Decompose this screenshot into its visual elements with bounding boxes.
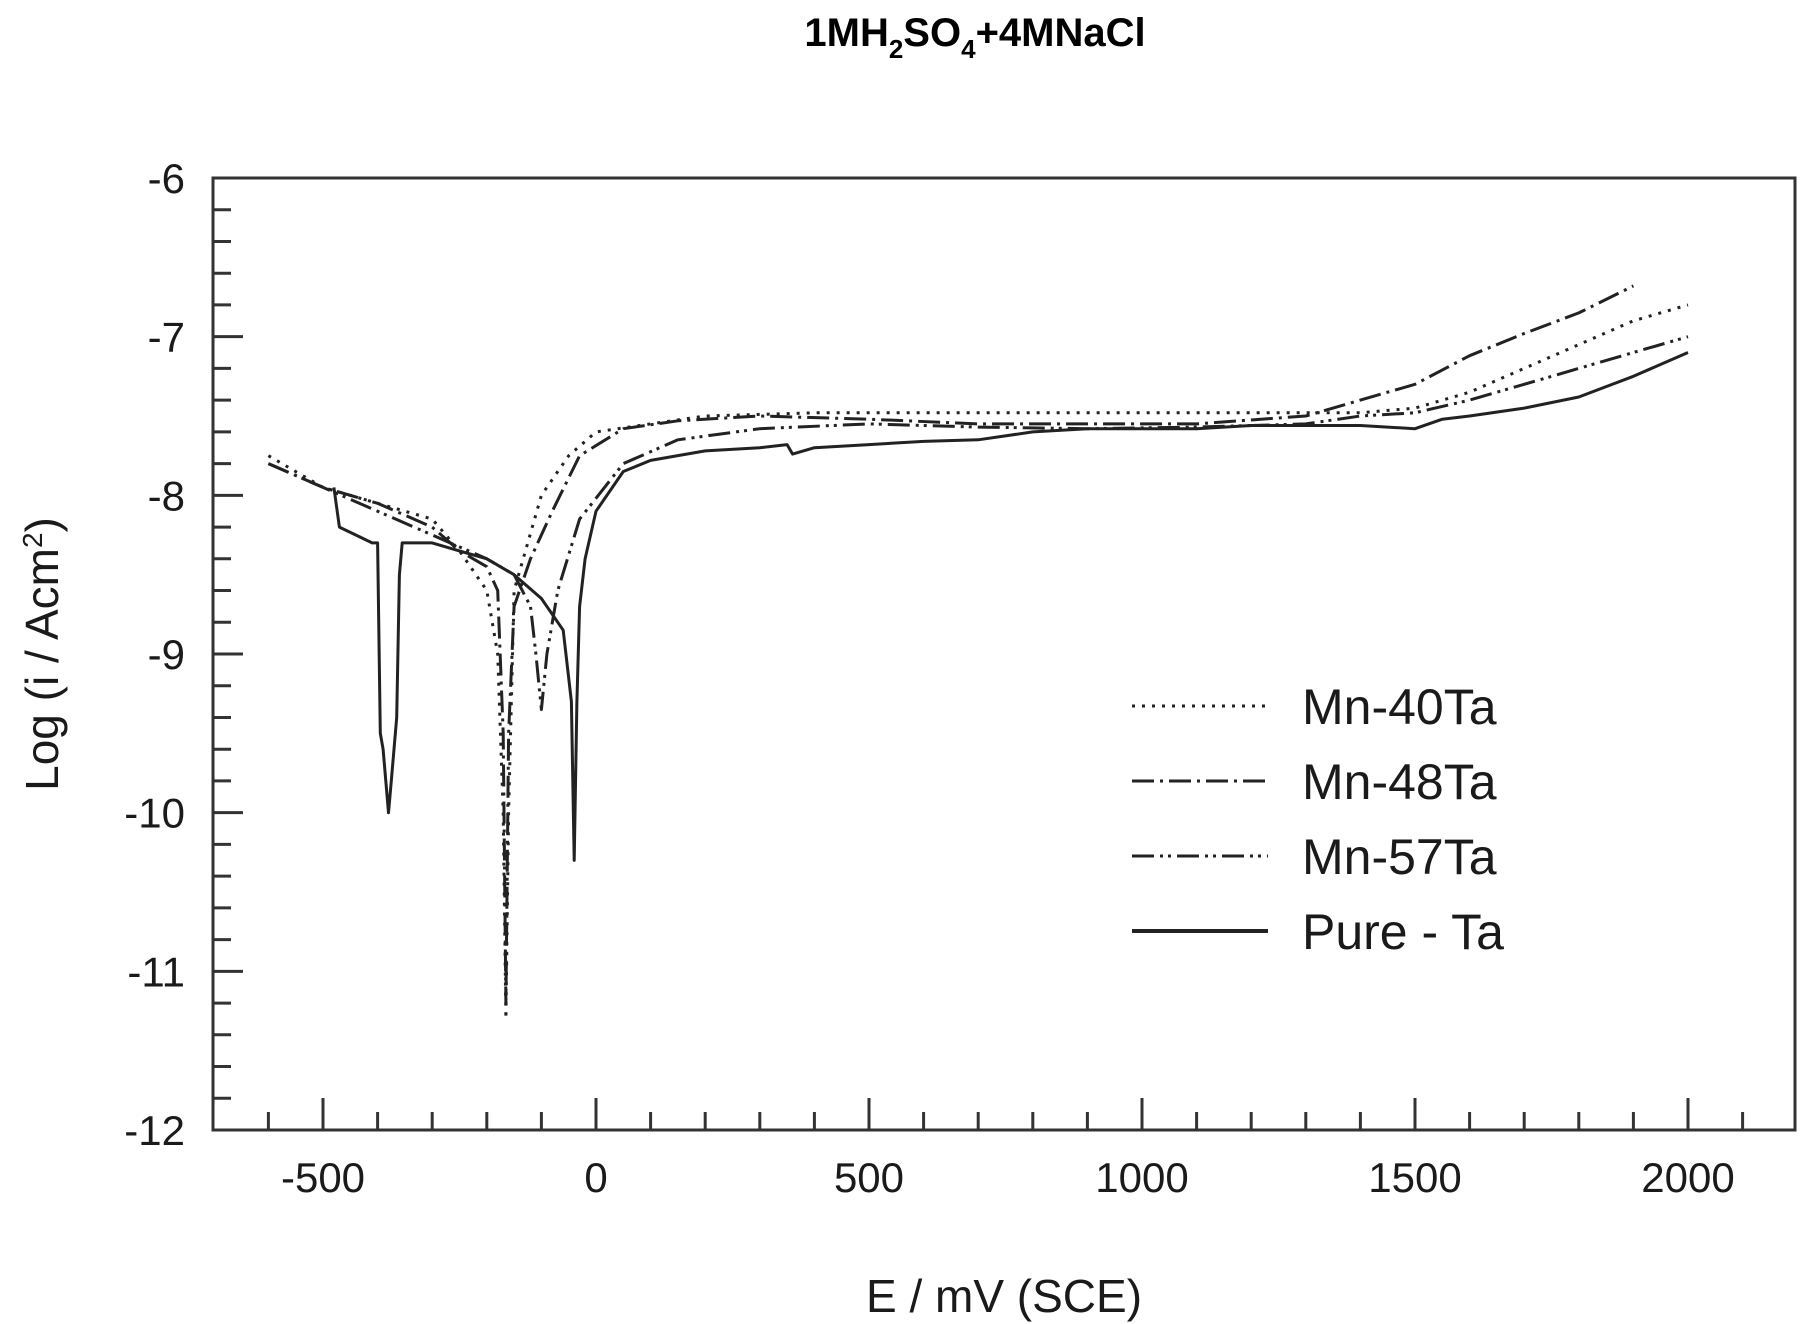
y-tick-label: -8	[148, 472, 185, 519]
legend-label: Mn-57Ta	[1302, 829, 1497, 885]
y-tick-label: -10	[124, 790, 185, 837]
y-tick-label: -11	[127, 948, 185, 995]
y-tick-label: -12	[124, 1107, 185, 1154]
series-mn-40ta	[267, 303, 1689, 1021]
tick-labels: -500 0 500 1000 1500 2000 -6 -7 -8 -9 -10 -11 -12	[124, 155, 1734, 1201]
y-axis-label: Log (i / Acm2)	[16, 517, 68, 791]
series-mn-48ta	[267, 284, 1635, 1005]
legend-label: Mn-40Ta	[1302, 679, 1497, 735]
x-tick-label: 1000	[1095, 1154, 1188, 1201]
x-tick-label: 0	[584, 1154, 607, 1201]
x-tick-label: 500	[834, 1154, 904, 1201]
legend-label: Mn-48Ta	[1302, 754, 1497, 810]
x-axis-label: E / mV (SCE)	[866, 1270, 1142, 1322]
y-tick-label: -7	[148, 314, 185, 361]
x-tick-label: -500	[281, 1154, 365, 1201]
data-series	[267, 284, 1689, 1021]
y-tick-label: -6	[148, 155, 185, 202]
axis-ticks	[213, 176, 1745, 1132]
series-mn-57ta	[267, 335, 1689, 711]
x-tick-label: 2000	[1641, 1154, 1734, 1201]
legend-label: Pure - Ta	[1302, 904, 1504, 960]
legend: Mn-40Ta Mn-48Ta Mn-57Ta Pure - Ta	[1132, 679, 1504, 960]
series-pure-ta	[332, 351, 1689, 862]
x-tick-label: 1500	[1368, 1154, 1461, 1201]
chart-title: 1MH2SO4+4MNaCl	[804, 11, 1145, 64]
y-tick-label: -9	[148, 631, 185, 678]
